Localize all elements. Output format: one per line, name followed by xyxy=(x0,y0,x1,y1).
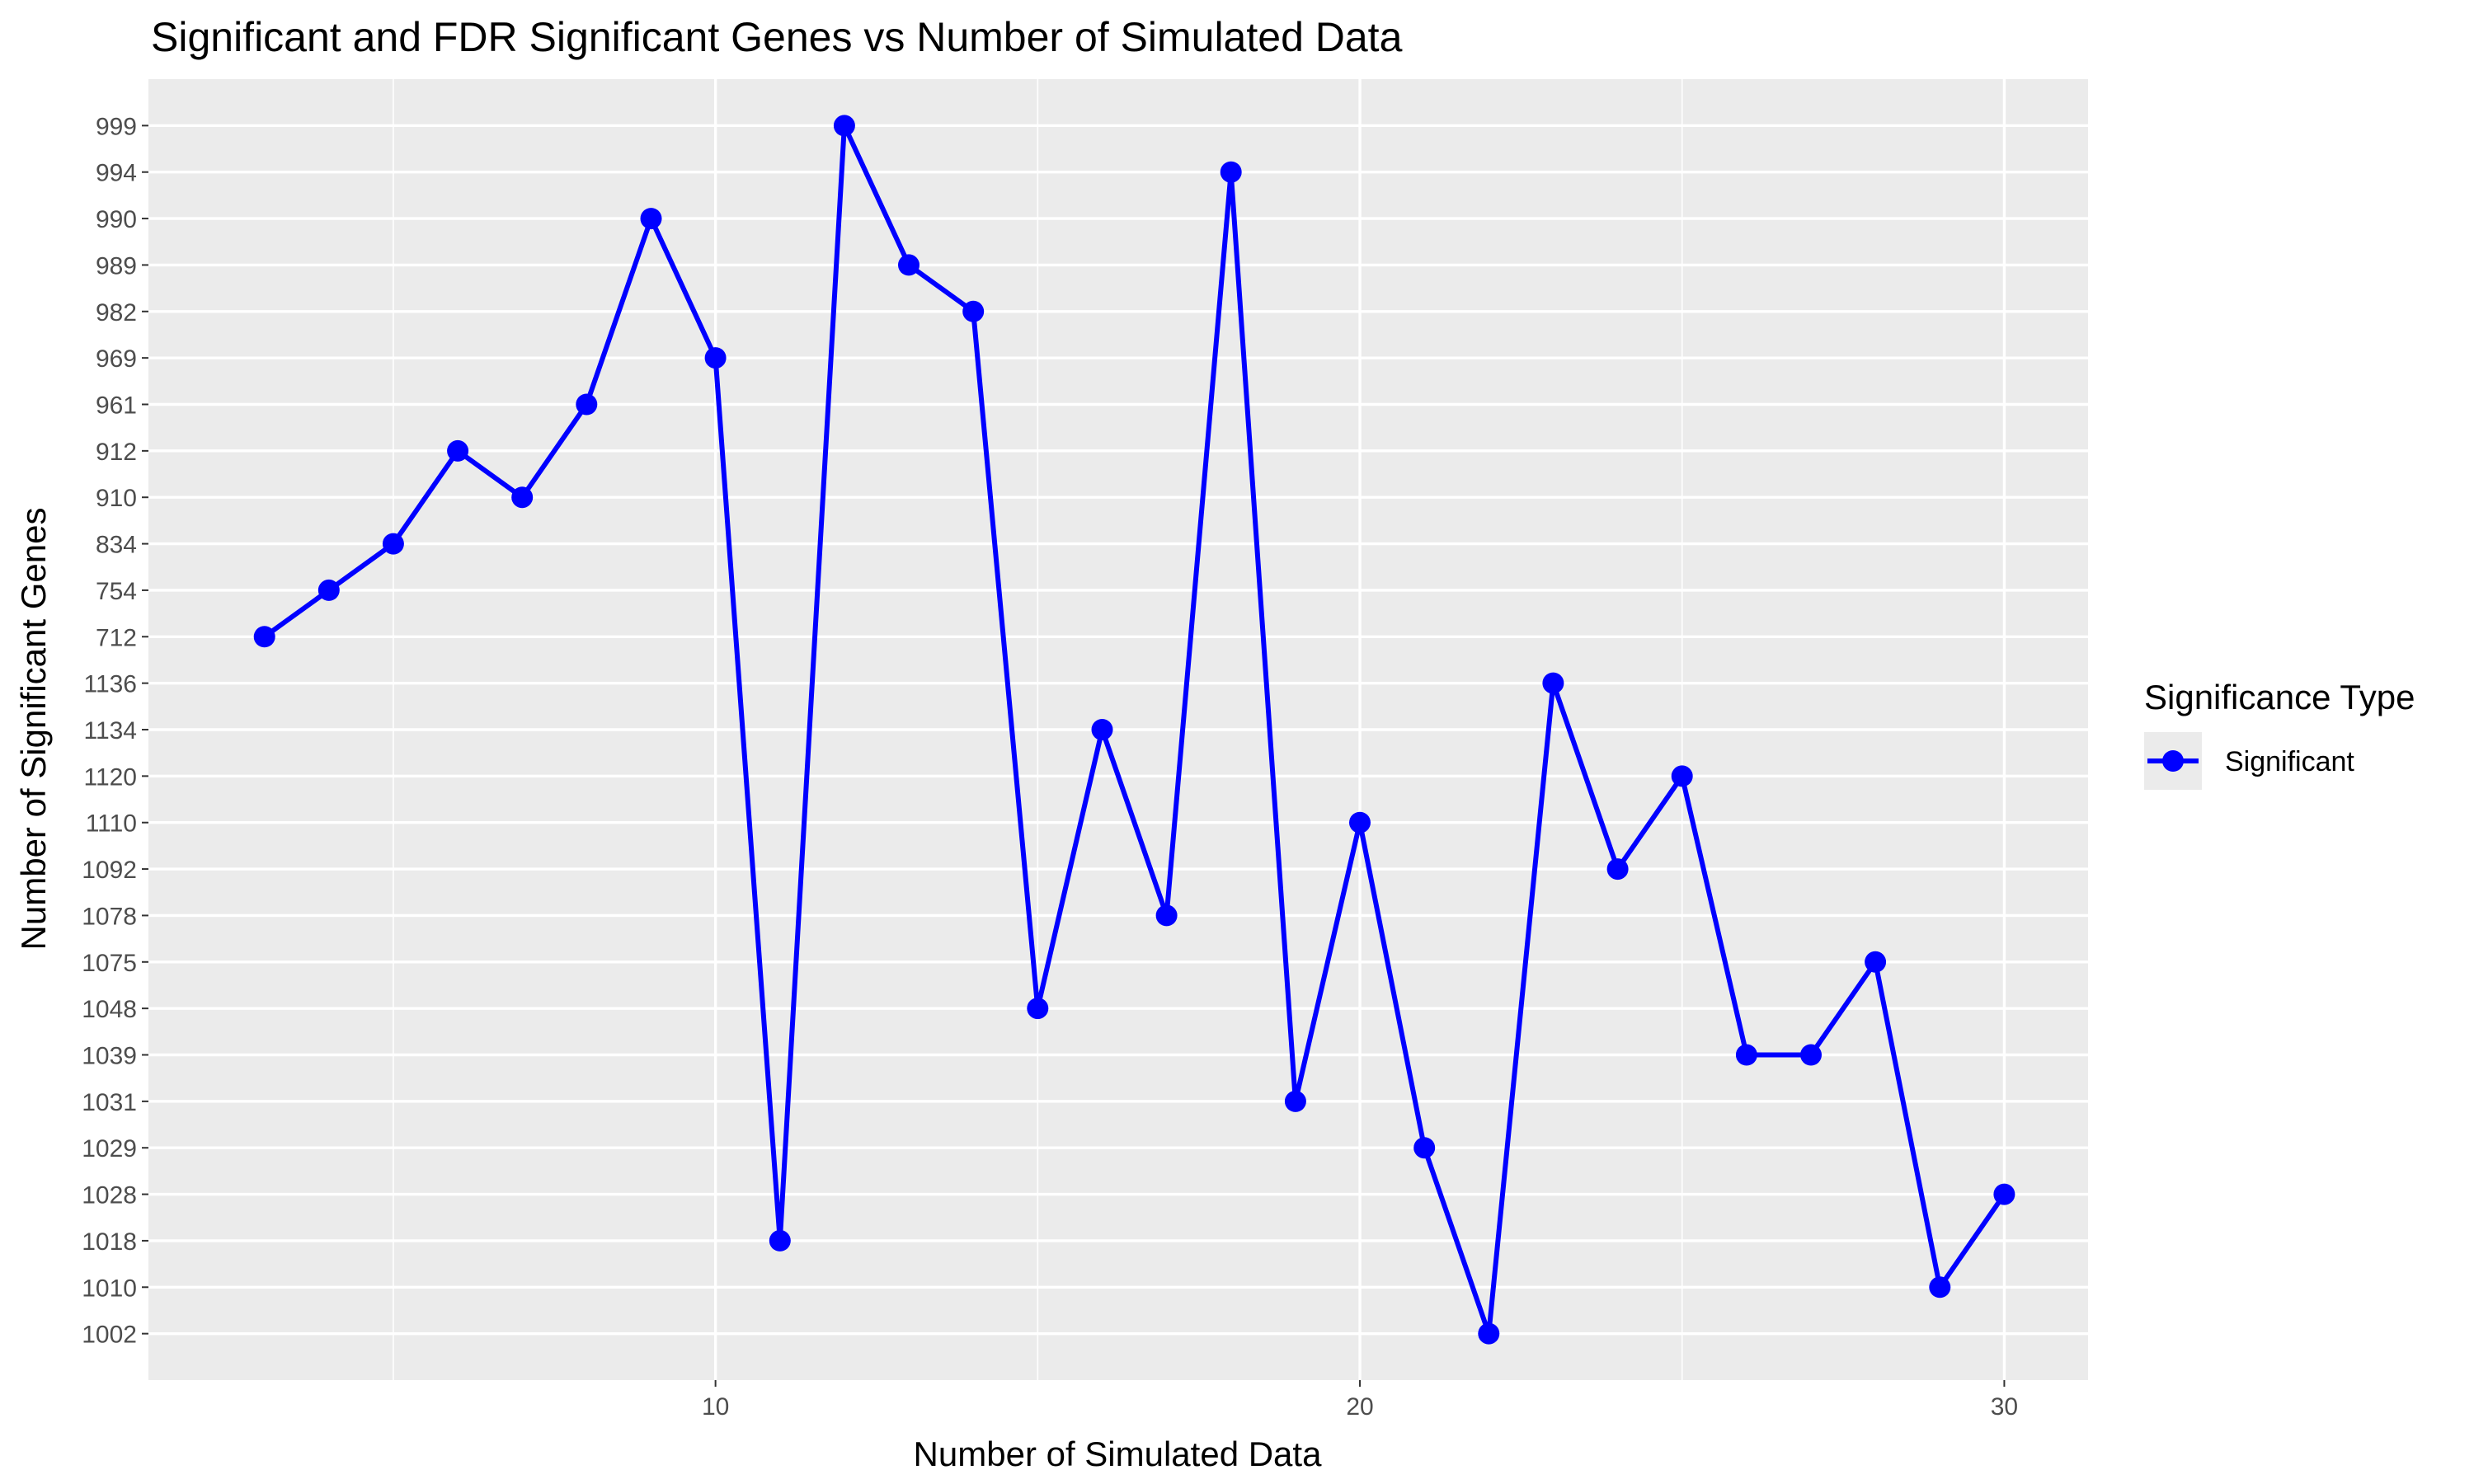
y-tick-label: 961 xyxy=(96,392,137,420)
data-point xyxy=(1478,1322,1500,1345)
data-point xyxy=(1155,904,1178,927)
grid-lines xyxy=(148,79,2088,1380)
y-tick-label: 1075 xyxy=(82,950,137,977)
y-tick-label: 754 xyxy=(96,578,137,605)
y-tick-label: 1048 xyxy=(82,996,137,1023)
y-tick-label: 982 xyxy=(96,299,137,326)
data-point xyxy=(511,486,534,509)
data-point xyxy=(1606,858,1629,881)
data-point xyxy=(1413,1137,1436,1159)
data-point xyxy=(1349,811,1371,834)
y-tick-label: 912 xyxy=(96,439,137,466)
legend: Significance Type Significant xyxy=(2144,678,2415,790)
series-layer xyxy=(253,115,2015,1345)
y-tick-label: 1134 xyxy=(83,717,137,744)
chart-title: Significant and FDR Significant Genes vs… xyxy=(151,14,1403,60)
data-point xyxy=(1091,719,1113,740)
data-point xyxy=(1542,672,1564,694)
y-tick-label: 712 xyxy=(96,624,137,651)
data-point xyxy=(1220,161,1242,183)
y-tick-label: 1078 xyxy=(82,903,137,930)
data-point xyxy=(1735,1044,1757,1066)
y-tick-label: 1120 xyxy=(83,763,137,791)
y-tick-label: 834 xyxy=(96,532,137,559)
x-axis-title: Number of Simulated Data xyxy=(914,1435,1323,1473)
y-tick-label: 1092 xyxy=(82,857,137,884)
data-point xyxy=(1671,765,1693,787)
y-tick-label: 1136 xyxy=(83,671,137,698)
y-tick-label: 994 xyxy=(96,160,137,187)
y-tick-label: 1010 xyxy=(82,1275,137,1302)
data-point xyxy=(1800,1044,1822,1066)
y-tick-label: 1028 xyxy=(82,1182,137,1209)
data-point xyxy=(640,208,662,230)
y-tick-label: 1018 xyxy=(82,1228,137,1256)
series-line-significant xyxy=(262,123,2006,1336)
y-tick-label: 989 xyxy=(96,252,137,279)
data-point xyxy=(1284,1090,1306,1112)
data-point xyxy=(962,300,985,322)
y-tick-label: 990 xyxy=(96,206,137,233)
data-point xyxy=(382,533,404,555)
y-tick-label: 1002 xyxy=(82,1322,137,1349)
data-point xyxy=(317,579,340,601)
y-tick-label: 1110 xyxy=(86,810,137,838)
legend-key-point xyxy=(2162,750,2184,772)
data-point xyxy=(576,393,598,416)
legend-label-significant: Significant xyxy=(2225,746,2354,777)
legend-title: Significance Type xyxy=(2144,678,2415,716)
y-tick-label: 969 xyxy=(96,345,137,373)
y-tick-label: 1029 xyxy=(82,1135,137,1162)
y-tick-label: 910 xyxy=(96,485,137,512)
y-tick-label: 1031 xyxy=(82,1089,137,1116)
data-point xyxy=(253,626,275,648)
x-tick-label: 10 xyxy=(702,1393,729,1421)
data-point xyxy=(898,254,920,276)
y-tick-label: 999 xyxy=(96,113,137,140)
data-point xyxy=(1929,1276,1951,1298)
axes: 1002 1010 1018 1028 1029 1031 1039 1048 1075 1078… xyxy=(82,113,2018,1421)
data-point xyxy=(1865,951,1887,973)
x-tick-label: 30 xyxy=(1991,1393,2018,1421)
data-point xyxy=(1993,1183,2015,1205)
data-point xyxy=(447,439,469,462)
y-axis-title: Number of Significant Genes xyxy=(14,508,53,951)
data-point xyxy=(1027,998,1049,1020)
y-tick-label: 1039 xyxy=(82,1043,137,1070)
data-point xyxy=(833,115,855,137)
data-point xyxy=(704,347,727,369)
x-tick-label: 20 xyxy=(1346,1393,1373,1421)
data-point xyxy=(769,1229,791,1252)
